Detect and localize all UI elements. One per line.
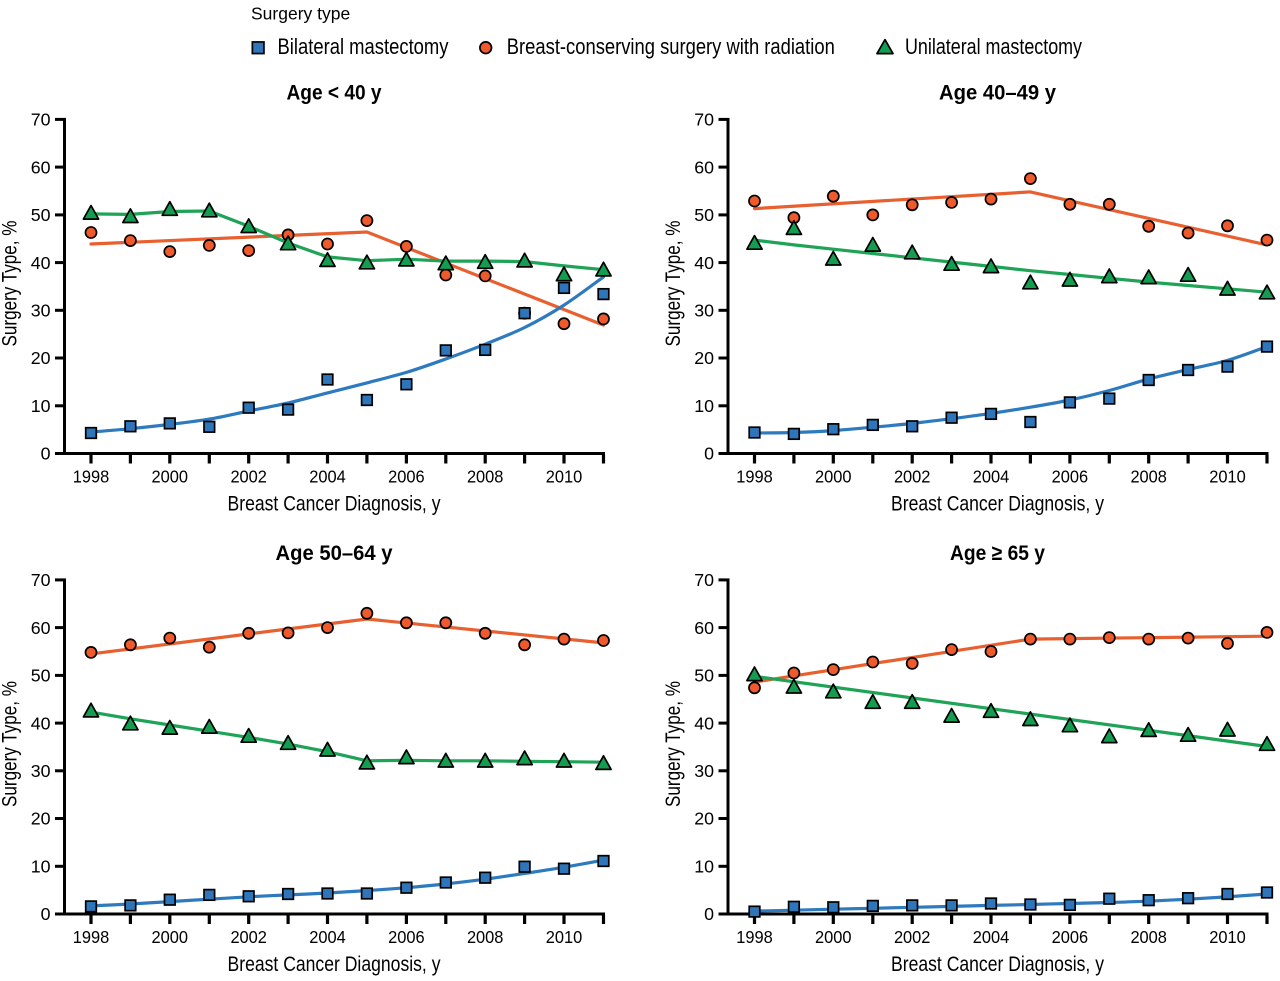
svg-text:50: 50 bbox=[694, 666, 714, 686]
svg-text:2004: 2004 bbox=[973, 927, 1010, 947]
svg-text:10: 10 bbox=[31, 857, 51, 877]
svg-text:2004: 2004 bbox=[973, 467, 1010, 487]
svg-text:10: 10 bbox=[31, 396, 51, 416]
svg-text:60: 60 bbox=[31, 618, 51, 638]
svg-text:50: 50 bbox=[31, 205, 51, 225]
svg-text:Surgery Type, %: Surgery Type, % bbox=[662, 221, 685, 347]
svg-text:40: 40 bbox=[694, 713, 714, 733]
svg-text:20: 20 bbox=[31, 809, 51, 829]
svg-text:20: 20 bbox=[694, 809, 714, 829]
svg-text:2008: 2008 bbox=[1130, 467, 1167, 487]
svg-text:Surgery Type, %: Surgery Type, % bbox=[662, 681, 685, 807]
svg-text:1998: 1998 bbox=[73, 467, 110, 487]
svg-text:2010: 2010 bbox=[546, 467, 583, 487]
svg-text:2010: 2010 bbox=[1209, 467, 1246, 487]
svg-text:2008: 2008 bbox=[1130, 927, 1167, 947]
svg-text:1998: 1998 bbox=[736, 467, 773, 487]
svg-text:2010: 2010 bbox=[1209, 927, 1246, 947]
svg-text:Age < 40 y: Age < 40 y bbox=[287, 80, 382, 104]
svg-text:1998: 1998 bbox=[73, 927, 110, 947]
svg-text:0: 0 bbox=[704, 444, 714, 464]
svg-text:10: 10 bbox=[694, 396, 714, 416]
svg-text:20: 20 bbox=[694, 348, 714, 368]
svg-text:2004: 2004 bbox=[309, 927, 346, 947]
svg-text:2006: 2006 bbox=[388, 467, 425, 487]
svg-text:Age 50–64 y: Age 50–64 y bbox=[276, 541, 393, 565]
svg-text:20: 20 bbox=[31, 348, 51, 368]
svg-text:2010: 2010 bbox=[546, 927, 583, 947]
svg-text:2006: 2006 bbox=[1052, 467, 1089, 487]
svg-text:Breast-conserving surgery with: Breast-conserving surgery with radiation bbox=[507, 34, 835, 59]
svg-text:Age 40–49 y: Age 40–49 y bbox=[939, 80, 1056, 104]
svg-text:60: 60 bbox=[31, 157, 51, 177]
svg-text:10: 10 bbox=[694, 857, 714, 877]
svg-text:Surgery Type, %: Surgery Type, % bbox=[0, 221, 22, 347]
svg-text:2000: 2000 bbox=[815, 927, 852, 947]
svg-text:50: 50 bbox=[31, 666, 51, 686]
svg-text:0: 0 bbox=[704, 904, 714, 924]
svg-text:30: 30 bbox=[694, 761, 714, 781]
svg-text:1998: 1998 bbox=[736, 927, 773, 947]
svg-text:2008: 2008 bbox=[467, 927, 504, 947]
svg-text:40: 40 bbox=[694, 253, 714, 273]
svg-text:Age ≥ 65 y: Age ≥ 65 y bbox=[950, 541, 1045, 565]
svg-text:2004: 2004 bbox=[309, 467, 346, 487]
svg-text:Unilateral mastectomy: Unilateral mastectomy bbox=[905, 34, 1083, 59]
svg-text:50: 50 bbox=[694, 205, 714, 225]
svg-text:0: 0 bbox=[41, 904, 51, 924]
svg-text:Breast Cancer Diagnosis, y: Breast Cancer Diagnosis, y bbox=[891, 493, 1104, 516]
svg-text:70: 70 bbox=[694, 570, 714, 590]
svg-text:40: 40 bbox=[31, 713, 51, 733]
svg-text:0: 0 bbox=[41, 444, 51, 464]
svg-text:2008: 2008 bbox=[467, 467, 504, 487]
svg-text:70: 70 bbox=[31, 110, 51, 130]
svg-text:2002: 2002 bbox=[230, 467, 267, 487]
svg-text:70: 70 bbox=[694, 110, 714, 130]
svg-text:2006: 2006 bbox=[1052, 927, 1089, 947]
svg-text:60: 60 bbox=[694, 157, 714, 177]
svg-text:60: 60 bbox=[694, 618, 714, 638]
svg-text:70: 70 bbox=[31, 570, 51, 590]
svg-text:2002: 2002 bbox=[230, 927, 267, 947]
svg-text:Surgery Type, %: Surgery Type, % bbox=[0, 681, 22, 807]
svg-text:2006: 2006 bbox=[388, 927, 425, 947]
svg-text:30: 30 bbox=[694, 301, 714, 321]
svg-text:30: 30 bbox=[31, 301, 51, 321]
svg-text:2000: 2000 bbox=[152, 467, 189, 487]
svg-text:40: 40 bbox=[31, 253, 51, 273]
svg-text:Breast Cancer Diagnosis, y: Breast Cancer Diagnosis, y bbox=[228, 953, 441, 976]
svg-text:Surgery type: Surgery type bbox=[251, 4, 350, 24]
svg-text:Breast Cancer Diagnosis, y: Breast Cancer Diagnosis, y bbox=[891, 953, 1104, 976]
svg-text:2002: 2002 bbox=[894, 927, 931, 947]
svg-text:30: 30 bbox=[31, 761, 51, 781]
svg-text:2002: 2002 bbox=[894, 467, 931, 487]
svg-text:Breast Cancer Diagnosis, y: Breast Cancer Diagnosis, y bbox=[228, 493, 441, 516]
svg-text:2000: 2000 bbox=[815, 467, 852, 487]
svg-text:Bilateral mastectomy: Bilateral mastectomy bbox=[278, 34, 450, 59]
svg-text:2000: 2000 bbox=[152, 927, 189, 947]
